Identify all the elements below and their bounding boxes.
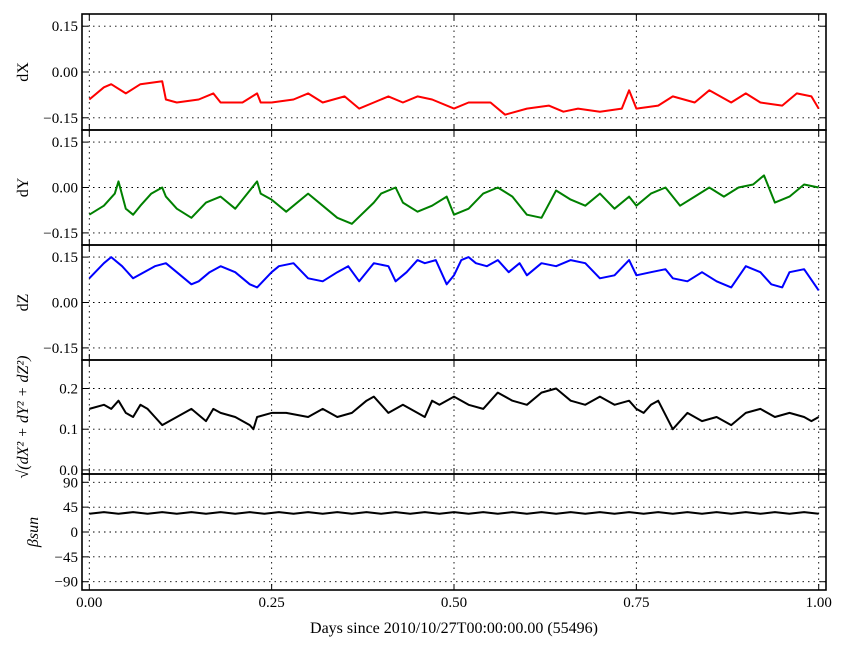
- x-tick-label: 0.50: [441, 595, 467, 611]
- y-tick-label: −0.15: [43, 341, 78, 357]
- y-tick-label: 0.0: [59, 463, 78, 479]
- y-tick-label: −45: [55, 550, 78, 566]
- y-axis-title: βsun: [25, 517, 42, 548]
- y-tick-label: −90: [55, 575, 78, 591]
- panel-5: 90 45 0 −45 −90 βsun: [25, 473, 827, 591]
- y-tick-label: 0.00: [52, 296, 78, 312]
- panel-frame: [81, 473, 827, 591]
- series-line: [89, 511, 819, 515]
- panel-3: 0.15 0.00 −0.15 dZ: [15, 244, 827, 361]
- y-tick-label: 0.1: [59, 422, 78, 438]
- x-tick-label: 1.00: [806, 595, 832, 611]
- y-tick-label: 0.15: [52, 135, 78, 151]
- series-line: [88, 174, 819, 225]
- y-tick-label: 0: [71, 525, 79, 541]
- series-line: [89, 387, 820, 431]
- x-tick-label: 0.25: [259, 595, 285, 611]
- x-axis-title: Days since 2010/10/27T00:00:00.00 (55496…: [310, 620, 598, 637]
- x-tick-label: 0.75: [623, 595, 649, 611]
- y-tick-label: 45: [63, 500, 78, 516]
- y-axis-title: dX: [15, 62, 32, 82]
- y-tick-label: 90: [63, 475, 78, 491]
- x-tick-label: 0.00: [76, 595, 102, 611]
- y-axis-title: dY: [15, 177, 32, 197]
- y-axis-title: √(dX² + dY² + dZ²): [15, 356, 32, 479]
- y-tick-label: 0.00: [52, 65, 78, 81]
- chart-panels: 0.150.00−0.15dX0.150.00−0.15dY0.150.00−0…: [15, 13, 832, 611]
- y-tick-label: 0.15: [52, 19, 78, 35]
- series-line: [88, 256, 820, 291]
- y-tick-label: 0.15: [52, 250, 78, 266]
- y-tick-label: 0.2: [59, 382, 78, 398]
- y-axis-title: dZ: [15, 294, 32, 312]
- y-tick-label: −0.15: [43, 111, 78, 127]
- y-tick-label: −0.15: [43, 226, 78, 242]
- series-line: [88, 80, 820, 116]
- y-tick-label: 0.00: [52, 181, 78, 197]
